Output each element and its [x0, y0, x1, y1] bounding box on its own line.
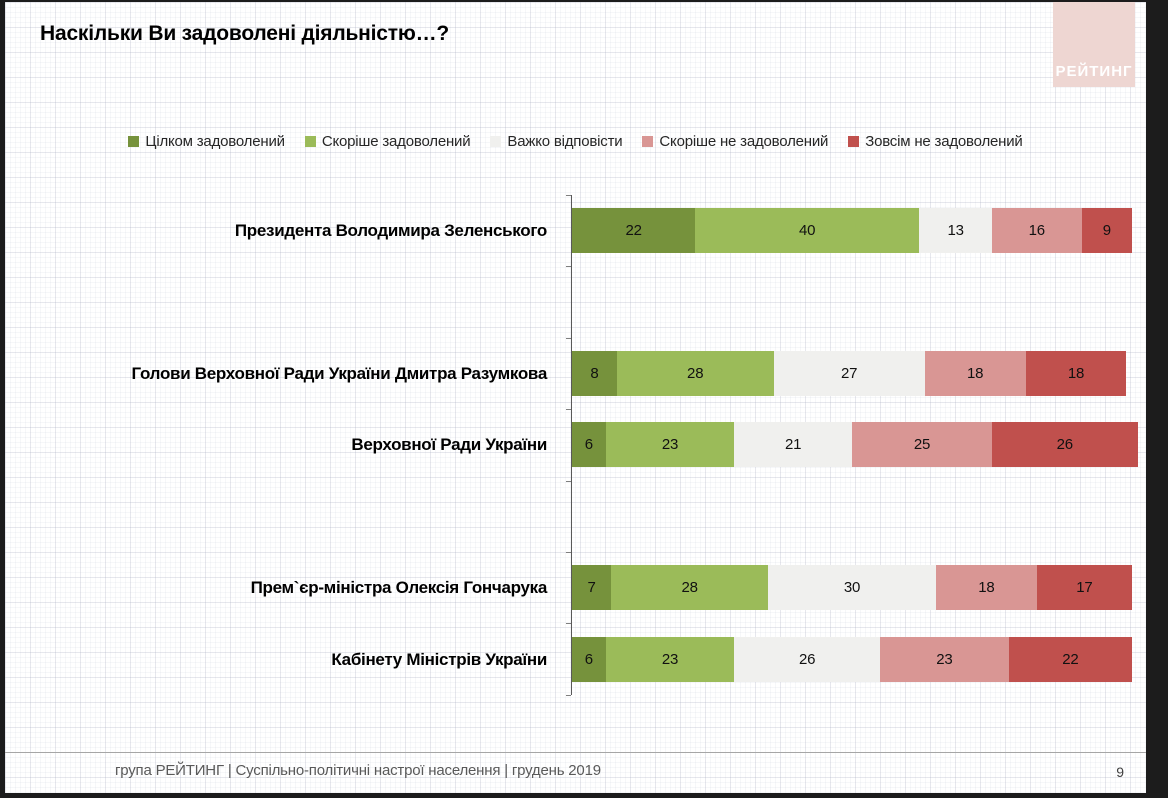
- footer-divider: [5, 752, 1146, 753]
- bar-segment: 25: [851, 422, 992, 468]
- bar-value: 28: [681, 579, 698, 597]
- axis-tick: [566, 623, 571, 624]
- legend-item: Зовсім не задоволений: [848, 132, 1023, 150]
- bar-segment: 28: [611, 565, 768, 611]
- bar-value: 13: [947, 222, 964, 240]
- legend-swatch-icon: [642, 135, 654, 147]
- bar-row: 22 40 13 16 9: [572, 208, 1132, 254]
- bar-value: 25: [913, 436, 931, 454]
- bar-segment: 26: [991, 422, 1138, 468]
- bar-value: 17: [1076, 579, 1093, 597]
- bar-segment: 18: [924, 351, 1026, 396]
- axis-tick: [566, 409, 571, 410]
- bar-segment: 7: [572, 565, 612, 611]
- bar-value: 6: [584, 650, 593, 668]
- bar-segment: 28: [616, 351, 774, 396]
- category-label: Президента Володимира Зеленського: [234, 221, 547, 241]
- slide: Наскільки Ви задоволені діяльністю…? РЕЙ…: [5, 2, 1146, 793]
- axis-tick: [566, 552, 571, 553]
- axis-tick: [566, 266, 571, 267]
- bar-segment: 18: [1025, 351, 1127, 396]
- legend-label: Важко відповісти: [507, 132, 623, 150]
- bar-segment: 40: [695, 208, 920, 254]
- bar-row: 6 23 26 23 22: [572, 636, 1132, 682]
- category-label: Кабінету Міністрів України: [331, 649, 547, 669]
- bar-value: 40: [799, 222, 816, 240]
- bar-row: 8 28 27 18 18: [572, 351, 1127, 396]
- bar-segment: 23: [605, 422, 735, 468]
- rating-logo: РЕЙТИНГ: [1053, 2, 1135, 87]
- legend-item: Скоріше задоволений: [304, 132, 471, 150]
- legend-swatch-icon: [848, 135, 860, 147]
- page-number: 9: [1116, 764, 1124, 780]
- axis-tick: [566, 195, 571, 196]
- bar-segment: 6: [572, 636, 606, 682]
- bar-value: 26: [1056, 436, 1074, 454]
- bar-value: 23: [661, 650, 679, 668]
- bar-segment: 27: [773, 351, 925, 396]
- category-label: Голови Верховної Ради України Дмитра Раз…: [131, 364, 548, 383]
- bar-value: 23: [661, 436, 679, 454]
- bar-segment: 6: [572, 422, 606, 468]
- bar-segment: 8: [572, 351, 617, 396]
- bar-value: 16: [1028, 222, 1046, 240]
- bar-segment: 9: [1081, 208, 1132, 254]
- legend-label: Скоріше задоволений: [321, 132, 471, 150]
- bar-value: 18: [967, 365, 984, 382]
- bar-segment: 22: [572, 208, 696, 254]
- category-label: Верховної Ради України: [351, 435, 547, 455]
- bar-value: 7: [587, 579, 596, 597]
- bar-value: 22: [1062, 650, 1079, 668]
- category-label: Прем`єр-міністра Олексія Гончарука: [250, 578, 548, 598]
- bar-row: 6 23 21 25 26: [572, 422, 1138, 468]
- bar-row: 7 28 30 18 17: [572, 565, 1132, 611]
- legend-item: Скоріше не задоволений: [642, 133, 828, 150]
- bar-segment: 13: [919, 208, 992, 254]
- bar-value: 6: [584, 436, 593, 454]
- bar-value: 9: [1102, 222, 1111, 240]
- axis-line: [571, 195, 572, 695]
- rating-logo-text: РЕЙТИНГ: [1055, 63, 1133, 80]
- bar-value: 30: [843, 579, 861, 597]
- legend-item: Цілком задоволений: [128, 132, 285, 150]
- bar-value: 22: [625, 222, 642, 240]
- bar-segment: 23: [605, 636, 735, 682]
- legend-label: Скоріше не задоволений: [659, 132, 829, 150]
- bar-segment: 18: [935, 565, 1037, 611]
- bar-value: 26: [799, 650, 816, 668]
- legend-swatch-icon: [128, 135, 140, 147]
- axis-tick: [566, 481, 571, 482]
- legend: Цілком задоволений Скоріше задоволений Важ…: [5, 128, 1146, 154]
- bar-segment: 23: [879, 636, 1009, 682]
- bar-value: 27: [841, 365, 858, 382]
- legend-item: Важко відповісти: [490, 132, 623, 150]
- legend-label: Зовсім не задоволений: [865, 132, 1023, 150]
- page-title: Наскільки Ви задоволені діяльністю…?: [40, 22, 450, 45]
- bar-segment: 16: [991, 208, 1082, 254]
- bar-value: 18: [978, 579, 995, 597]
- bar-segment: 26: [734, 636, 880, 682]
- bar-value: 8: [590, 365, 599, 382]
- bar-segment: 22: [1008, 636, 1132, 682]
- bar-segment: 30: [767, 565, 936, 611]
- bar-value: 28: [687, 365, 704, 382]
- bar-value: 23: [936, 650, 953, 668]
- legend-label: Цілком задоволений: [145, 132, 285, 150]
- axis-tick: [566, 338, 571, 339]
- bar-value: 18: [1067, 365, 1085, 382]
- bar-value: 21: [785, 436, 802, 454]
- footer-source: група РЕЙТИНГ | Суспільно-політичні наст…: [115, 762, 601, 779]
- legend-swatch-icon: [490, 135, 502, 147]
- legend-swatch-icon: [304, 135, 316, 147]
- bar-segment: 17: [1036, 565, 1132, 611]
- axis-tick: [566, 695, 571, 696]
- bar-segment: 21: [734, 422, 852, 468]
